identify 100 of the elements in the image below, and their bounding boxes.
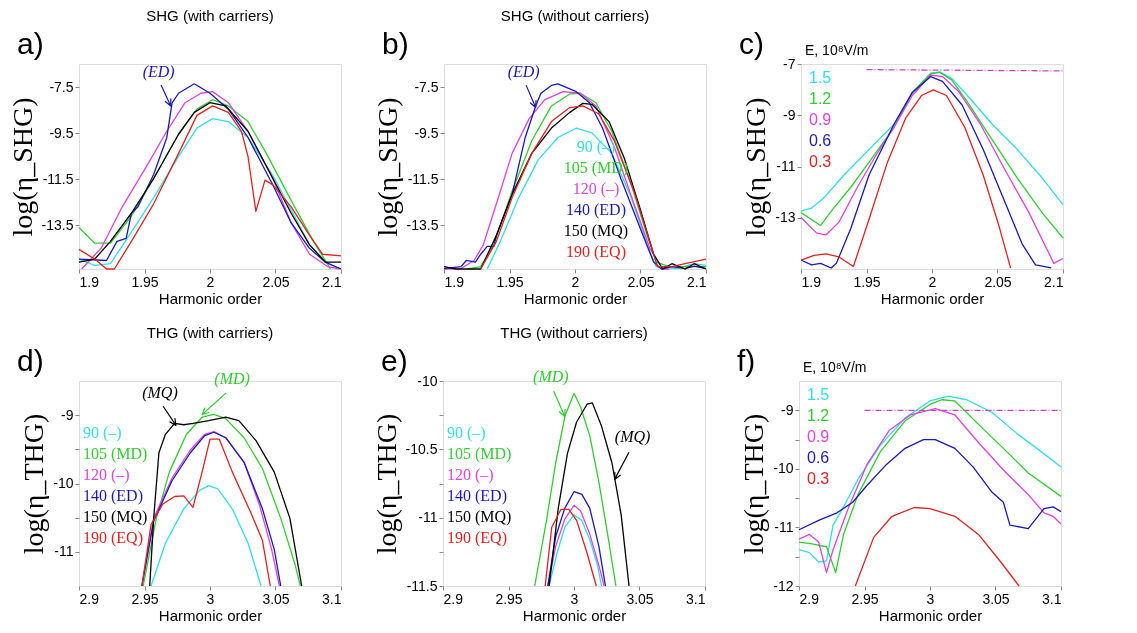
x-tick-label: 2.1 — [322, 273, 342, 290]
line-series — [548, 514, 603, 587]
x-tick-label: 1.9 — [79, 273, 100, 290]
series-label: 150 (MQ) — [83, 507, 148, 526]
chart-title: THG (without carriers) — [500, 324, 648, 341]
line-series — [544, 508, 597, 587]
series-label: 140 (ED) — [83, 486, 143, 505]
text: f) — [737, 344, 756, 377]
x-tick-label: 1.95 — [131, 273, 159, 290]
x-tick-label: 1.95 — [853, 273, 881, 290]
text: 0.6 — [807, 449, 830, 466]
y-tick-label: -11.5 — [42, 170, 74, 187]
text: 120 (–) — [83, 465, 130, 484]
y-tick-label: -10 — [53, 475, 74, 491]
text: d) — [17, 344, 44, 377]
x-tick-label: 3.1 — [1042, 590, 1062, 607]
series-label: 140 (ED) — [565, 201, 626, 219]
y-tick-label: -11 — [54, 543, 74, 560]
text: e) — [381, 344, 408, 377]
y-axis-title: log(η_THG) — [738, 413, 770, 555]
line-series — [534, 392, 617, 587]
y-tick-label: -9 — [783, 106, 796, 123]
x-tick-label: 2.05 — [984, 273, 1012, 290]
x-tick-label: 3.05 — [626, 590, 654, 607]
text: 0.9 — [809, 111, 832, 128]
text: 1.2 — [807, 407, 830, 424]
annotation: (MD) — [533, 367, 569, 386]
line-series — [800, 89, 1012, 269]
y-tick-label: -11 — [418, 509, 438, 526]
series-label: 150 (MQ) — [563, 222, 629, 240]
y-tick-label: -11 — [776, 158, 796, 174]
text: 1.5 — [807, 386, 830, 403]
text: 0.9 — [807, 428, 830, 445]
y-axis-title: log(η_SHG) — [6, 97, 38, 237]
y-tick-label: -13.5 — [406, 216, 439, 233]
x-tick-label: 3 — [570, 590, 579, 607]
x-tick-label: 2.05 — [627, 273, 655, 290]
chart-title: THG (with carriers) — [146, 324, 274, 341]
x-tick-label: 3 — [206, 590, 215, 607]
x-tick-label: 2.95 — [131, 590, 159, 607]
annotation: (MQ) — [142, 384, 178, 403]
y-tick-label: -10 — [417, 372, 438, 389]
x-tick-label: 2 — [928, 273, 937, 290]
text: 190 (EQ) — [447, 528, 507, 547]
annotation: (ED) — [507, 62, 540, 81]
text: 1.5 — [809, 69, 832, 86]
x-tick-label: 2.9 — [79, 590, 100, 607]
y-tick-label: -9.5 — [49, 124, 74, 141]
x-tick-label: 2.1 — [1044, 273, 1064, 290]
line-series — [854, 506, 1020, 587]
y-tick-label: -13.5 — [41, 216, 74, 233]
text: 150 (MQ) — [447, 507, 512, 526]
x-tick-label: 1.95 — [496, 273, 524, 290]
x-tick-label: 1.9 — [444, 273, 465, 290]
line-series — [547, 491, 607, 587]
x-tick-label: 2.9 — [799, 590, 820, 607]
text: b) — [382, 27, 409, 60]
x-tick-label: 3.1 — [322, 590, 342, 607]
x-tick-label: 2.95 — [495, 590, 523, 607]
y-tick-label: -7 — [783, 55, 796, 72]
y-tick-label: -10.5 — [405, 440, 438, 457]
x-tick-label: 2 — [571, 273, 580, 290]
text: a) — [17, 27, 44, 60]
text: 120 (–) — [447, 465, 494, 484]
y-axis-title: log(η_SHG) — [371, 97, 403, 237]
annotation: (ED) — [142, 62, 175, 81]
text: 1.2 — [809, 90, 832, 107]
x-axis-title: Harmonic order — [523, 289, 628, 307]
text: 0.6 — [809, 132, 832, 149]
x-tick-label: 3.1 — [686, 590, 706, 607]
x-axis-title: Harmonic order — [880, 289, 985, 307]
series-label: 105 (MD) — [83, 444, 148, 463]
series-label: 190 (EQ) — [83, 528, 143, 547]
x-axis-title: Harmonic order — [878, 606, 983, 624]
x-tick-label: 1.9 — [801, 273, 822, 290]
x-tick-label: 3.05 — [262, 590, 290, 607]
annotation: (MQ) — [614, 428, 651, 447]
y-tick-label: -9 — [61, 406, 74, 423]
y-tick-label: -7.5 — [49, 78, 74, 95]
chart-title: SHG (with carriers) — [146, 7, 274, 24]
y-axis-title: log(η_THG) — [18, 413, 50, 555]
x-axis-title: Harmonic order — [522, 606, 627, 624]
x-tick-label: 2.95 — [851, 590, 879, 607]
x-axis-title: Harmonic order — [158, 289, 263, 307]
text: 105 (MD) — [447, 444, 512, 463]
y-tick-label: -11 — [774, 518, 794, 535]
chart-title: SHG (without carriers) — [500, 7, 650, 24]
text: 0.3 — [807, 470, 830, 487]
y-tick-label: -13 — [775, 209, 796, 226]
y-tick-label: -9.5 — [414, 124, 439, 141]
text: 140 (ED) — [447, 486, 507, 505]
x-tick-label: 2.9 — [443, 590, 464, 607]
y-tick-label: -11.5 — [406, 577, 438, 594]
x-tick-label: 2.05 — [262, 273, 290, 290]
y-axis-title: log(η_THG) — [370, 413, 402, 555]
annotation: (MD) — [214, 370, 250, 389]
text: 0.3 — [809, 153, 832, 170]
series-label: 190 (EQ) — [565, 243, 626, 261]
x-tick-label: 2.1 — [687, 273, 707, 290]
x-tick-label: 3 — [926, 590, 935, 607]
